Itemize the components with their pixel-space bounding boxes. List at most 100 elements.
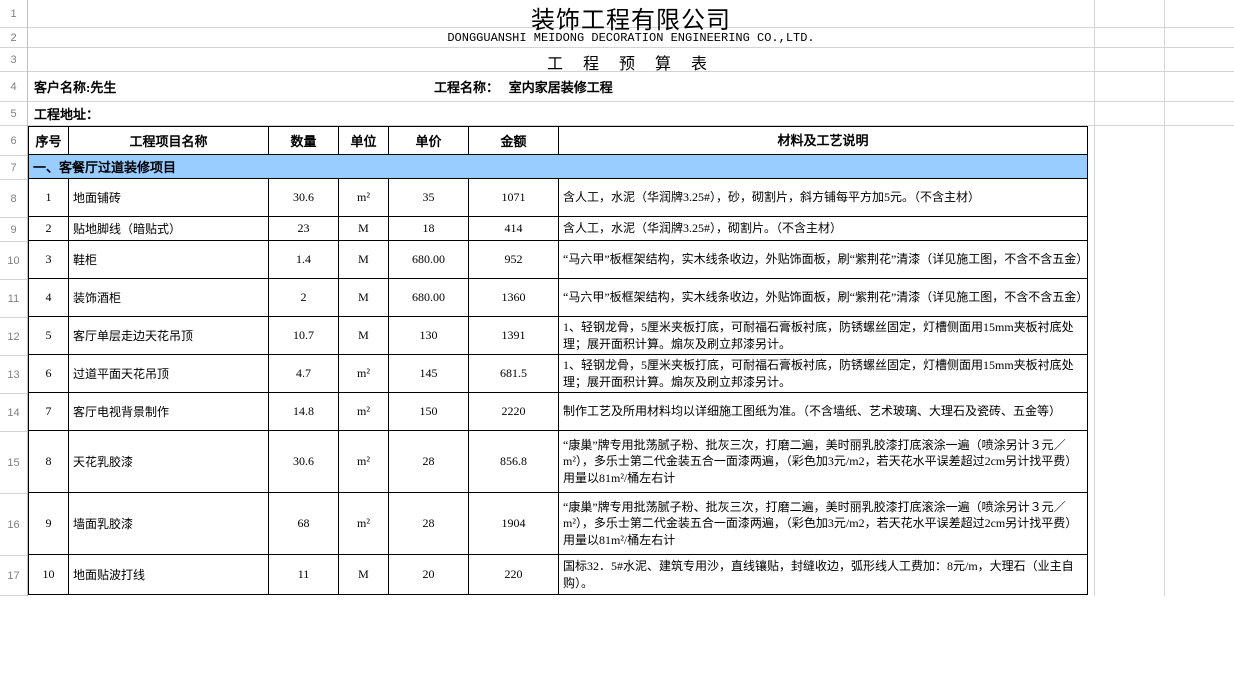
col-unit-cell: M (339, 279, 389, 317)
row-header[interactable]: 13 (0, 356, 27, 394)
table-row[interactable]: 10地面贴波打线11M20220国标32．5#水泥、建筑专用沙，直线镶贴，封缝收… (29, 555, 1088, 595)
col-qty-cell: 14.8 (269, 393, 339, 431)
row-header[interactable]: 5 (0, 102, 27, 126)
section-title: 一、客餐厅过道装修项目 (29, 155, 1088, 179)
company-name-cn: 装饰工程有限公司 (28, 0, 1234, 27)
col-qty-cell: 23 (269, 217, 339, 241)
table-row[interactable]: 9墙面乳胶漆68m²281904“康巢”牌专用批荡腻子粉、批灰三次，打磨二遍，美… (29, 493, 1088, 555)
col-name-cell: 客厅电视背景制作 (69, 393, 269, 431)
row-header[interactable]: 1 (0, 0, 27, 28)
budget-table-wrap: 序号 工程项目名称 数量 单位 单价 金额 材料及工艺说明 一、客餐厅过道装修项… (28, 126, 1234, 595)
row-3[interactable]: 工 程 预 算 表 (28, 48, 1234, 72)
col-unit-cell: m² (339, 355, 389, 393)
col-price-cell: 680.00 (389, 279, 469, 317)
col-price-cell: 130 (389, 317, 469, 355)
row-header[interactable]: 7 (0, 156, 27, 180)
budget-table: 序号 工程项目名称 数量 单位 单价 金额 材料及工艺说明 一、客餐厅过道装修项… (28, 126, 1088, 595)
col-qty-cell: 4.7 (269, 355, 339, 393)
row-header[interactable]: 14 (0, 394, 27, 432)
spreadsheet: 1234567891011121314151617 装饰工程有限公司 DONGG… (0, 0, 1234, 596)
row-header[interactable]: 4 (0, 72, 27, 102)
col-price-cell: 150 (389, 393, 469, 431)
col-name-cell: 鞋柜 (69, 241, 269, 279)
col-desc-cell: 1、轻钢龙骨，5厘米夹板打底，可耐福石膏板衬底，防锈螺丝固定，灯槽侧面用15mm… (559, 355, 1088, 393)
col-desc-cell: “康巢”牌专用批荡腻子粉、批灰三次，打磨二遍，美时丽乳胶漆打底滚涂一遍（喷涂另计… (559, 493, 1088, 555)
company-name-en: DONGGUANSHI MEIDONG DECORATION ENGINEERI… (28, 28, 1234, 47)
col-price-cell: 145 (389, 355, 469, 393)
col-qty-cell: 10.7 (269, 317, 339, 355)
table-row[interactable]: 3鞋柜1.4M680.00952“马六甲”板框架结构，实木线条收边，外贴饰面板，… (29, 241, 1088, 279)
row-header[interactable]: 6 (0, 126, 27, 156)
col-name-cell: 贴地脚线（暗贴式） (69, 217, 269, 241)
col-seq-cell: 4 (29, 279, 69, 317)
col-name-cell: 墙面乳胶漆 (69, 493, 269, 555)
col-name-cell: 过道平面天花吊顶 (69, 355, 269, 393)
col-desc: 材料及工艺说明 (559, 127, 1088, 155)
row-1[interactable]: 装饰工程有限公司 (28, 0, 1234, 28)
table-row[interactable]: 2贴地脚线（暗贴式）23M18414含人工，水泥（华润牌3.25#），砌割片。（… (29, 217, 1088, 241)
col-desc-cell: 国标32．5#水泥、建筑专用沙，直线镶贴，封缝收边，弧形线人工费加：8元/m，大… (559, 555, 1088, 595)
col-amount-cell: 220 (469, 555, 559, 595)
row-header[interactable]: 8 (0, 180, 27, 218)
row-header[interactable]: 2 (0, 28, 27, 48)
col-unit: 单位 (339, 127, 389, 155)
col-desc-cell: 含人工，水泥（华润牌3.25#），砌割片。（不含主材） (559, 217, 1088, 241)
col-unit-cell: m² (339, 431, 389, 493)
col-price-cell: 680.00 (389, 241, 469, 279)
col-price-cell: 28 (389, 431, 469, 493)
table-row[interactable]: 8天花乳胶漆30.6m²28856.8“康巢”牌专用批荡腻子粉、批灰三次，打磨二… (29, 431, 1088, 493)
col-qty-cell: 11 (269, 555, 339, 595)
row-header[interactable]: 9 (0, 218, 27, 242)
col-seq-cell: 9 (29, 493, 69, 555)
col-price-cell: 18 (389, 217, 469, 241)
col-price-cell: 20 (389, 555, 469, 595)
col-unit-cell: M (339, 241, 389, 279)
row-4[interactable]: 客户名称:先生 工程名称： 室内家居装修工程 (28, 72, 1234, 102)
col-desc-cell: “马六甲”板框架结构，实木线条收边，外贴饰面板，刷“紫荆花”清漆（详见施工图，不… (559, 241, 1088, 279)
col-amount-cell: 856.8 (469, 431, 559, 493)
row-5[interactable]: 工程地址： (28, 102, 1234, 126)
col-qty-cell: 30.6 (269, 179, 339, 217)
table-row[interactable]: 7客厅电视背景制作14.8m²1502220制作工艺及所用材料均以详细施工图纸为… (29, 393, 1088, 431)
table-body: 一、客餐厅过道装修项目 1地面铺砖30.6m²351071含人工，水泥（华润牌3… (29, 155, 1088, 595)
col-seq-cell: 3 (29, 241, 69, 279)
col-seq-cell: 7 (29, 393, 69, 431)
col-name-cell: 天花乳胶漆 (69, 431, 269, 493)
col-unit-cell: M (339, 555, 389, 595)
row-2[interactable]: DONGGUANSHI MEIDONG DECORATION ENGINEERI… (28, 28, 1234, 48)
table-row[interactable]: 5客厅单层走边天花吊顶10.7M13013911、轻钢龙骨，5厘米夹板打底，可耐… (29, 317, 1088, 355)
col-amount-cell: 681.5 (469, 355, 559, 393)
project-label: 工程名称： 室内家居装修工程 (434, 77, 834, 96)
col-amount-cell: 1071 (469, 179, 559, 217)
col-unit-cell: m² (339, 493, 389, 555)
col-amount-cell: 1391 (469, 317, 559, 355)
col-qty-cell: 2 (269, 279, 339, 317)
col-price-cell: 35 (389, 179, 469, 217)
col-unit-cell: m² (339, 393, 389, 431)
row-header[interactable]: 3 (0, 48, 27, 72)
col-qty-cell: 30.6 (269, 431, 339, 493)
col-qty-cell: 1.4 (269, 241, 339, 279)
row-header[interactable]: 12 (0, 318, 27, 356)
section-row[interactable]: 一、客餐厅过道装修项目 (29, 155, 1088, 179)
col-name-cell: 客厅单层走边天花吊顶 (69, 317, 269, 355)
col-amount-cell: 1904 (469, 493, 559, 555)
table-header-row[interactable]: 序号 工程项目名称 数量 单位 单价 金额 材料及工艺说明 (29, 127, 1088, 155)
col-unit-cell: M (339, 317, 389, 355)
row-header[interactable]: 15 (0, 432, 27, 494)
table-row[interactable]: 1地面铺砖30.6m²351071含人工，水泥（华润牌3.25#），砂，砌割片，… (29, 179, 1088, 217)
col-seq-cell: 6 (29, 355, 69, 393)
row-header[interactable]: 17 (0, 556, 27, 596)
row-header[interactable]: 11 (0, 280, 27, 318)
col-amount: 金额 (469, 127, 559, 155)
table-row[interactable]: 6过道平面天花吊顶4.7m²145681.51、轻钢龙骨，5厘米夹板打底，可耐福… (29, 355, 1088, 393)
row-header[interactable]: 10 (0, 242, 27, 280)
document-title: 工 程 预 算 表 (28, 48, 1234, 71)
col-amount-cell: 2220 (469, 393, 559, 431)
col-price: 单价 (389, 127, 469, 155)
col-seq: 序号 (29, 127, 69, 155)
row-header[interactable]: 16 (0, 494, 27, 556)
grid-area: 装饰工程有限公司 DONGGUANSHI MEIDONG DECORATION … (28, 0, 1234, 596)
table-row[interactable]: 4装饰酒柜2M680.001360“马六甲”板框架结构，实木线条收边，外贴饰面板… (29, 279, 1088, 317)
col-price-cell: 28 (389, 493, 469, 555)
